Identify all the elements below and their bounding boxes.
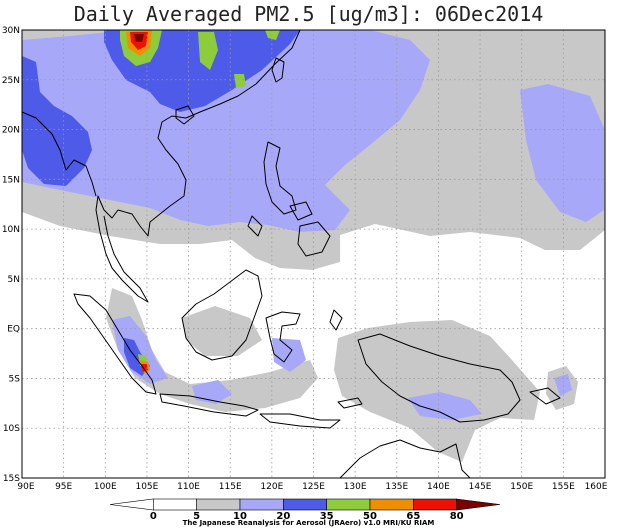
pm25-band-5-10 — [334, 320, 540, 462]
longitude-label: 140E — [427, 482, 450, 492]
pm25-band-10-20 — [554, 374, 572, 396]
longitude-label: 130E — [344, 482, 367, 492]
colorbar-tick-label: 50 — [363, 511, 377, 522]
colorbar-swatch — [283, 498, 327, 511]
longitude-label: 100E — [94, 482, 117, 492]
colorbar-swatch — [413, 498, 457, 511]
data-source-credit: The Japanese Reanalysis for Aerosol (JRA… — [182, 519, 435, 527]
latitude-label: 5N — [8, 275, 20, 285]
longitude-label: 145E — [469, 482, 492, 492]
map-title: Daily Averaged PM2.5 [ug/m3]: 06Dec2014 — [73, 2, 544, 26]
colorbar-swatch — [326, 498, 371, 511]
latitude-label: 10S — [3, 424, 20, 434]
coastline-new-guinea — [357, 333, 521, 423]
longitude-label: 110E — [177, 482, 200, 492]
coastline-new-britain — [529, 387, 561, 405]
colorbar-tick-label: 35 — [320, 511, 334, 522]
longitude-label: 95E — [55, 482, 72, 492]
coastline-borneo — [181, 269, 263, 361]
longitude-label: 155E — [552, 482, 575, 492]
coastline-luzon — [263, 141, 297, 215]
pm25-band-10-20 — [112, 316, 168, 384]
colorbar-swatch — [369, 498, 414, 511]
colorbar-swatch — [239, 498, 284, 511]
coastline-halmahera — [329, 309, 343, 331]
colorbar-swatch — [456, 498, 501, 511]
coastline-lesser-sunda — [259, 413, 341, 429]
longitude-label: 90E — [17, 482, 34, 492]
pm25-band-35-50 — [234, 74, 246, 88]
pm25-band-10-20 — [22, 30, 430, 232]
longitude-label: 120E — [260, 482, 283, 492]
coastline-australia-north — [339, 439, 471, 478]
pm25-band-5-10 — [182, 306, 262, 356]
pm25-band-35-50 — [265, 30, 280, 40]
longitude-label: 150E — [510, 482, 533, 492]
pm25-band-35-50 — [198, 32, 218, 70]
longitude-label: 125E — [302, 482, 325, 492]
colorbar-legend: 0 5 10 20 35 50 65 80 — [109, 498, 501, 522]
latitude-label: 20N — [2, 126, 20, 136]
longitude-labels: 90E 95E 100E 105E 110E 115E 120E 125E 130E 135E 14… — [17, 482, 607, 492]
colorbar-tick-label: 20 — [276, 511, 290, 522]
colorbar-swatch — [153, 498, 197, 511]
longitude-label: 115E — [219, 482, 242, 492]
coastline-hainan — [175, 105, 195, 125]
pm25-band-65-80 — [141, 364, 148, 372]
colorbar-tick-label: 5 — [193, 511, 200, 522]
colorbar-tick-label: 65 — [406, 511, 420, 522]
coastline-java — [159, 393, 259, 417]
coastline-mindanao — [297, 221, 331, 257]
coastline-taiwan — [271, 57, 285, 83]
latitude-label: 5S — [9, 374, 21, 384]
latitude-label: 15S — [3, 474, 20, 484]
colorbar-tick-label: 0 — [150, 511, 157, 522]
coastline-palawan — [247, 215, 263, 237]
longitude-label: 160E — [585, 482, 608, 492]
colorbar-tick-label: 80 — [450, 511, 464, 522]
coastline-visayas — [289, 201, 313, 221]
latitude-label: 30N — [2, 26, 20, 36]
colorbar-swatch — [109, 498, 154, 511]
coastline-sumatra — [73, 293, 157, 395]
map-frame — [21, 29, 606, 479]
colorbar-swatch — [196, 498, 241, 511]
latitude-label: 25N — [2, 76, 20, 86]
latitude-label: 10N — [2, 225, 20, 235]
coastline-bay-of-bengal — [22, 111, 97, 197]
longitude-label: 105E — [135, 482, 158, 492]
coastline-timor — [337, 397, 363, 409]
pm25-band-above-80 — [134, 34, 144, 42]
colorbar-tick-label: 10 — [233, 511, 247, 522]
latitude-label: EQ — [7, 325, 20, 335]
pm25-band-10-20 — [520, 84, 604, 222]
latitude-labels: 30N 25N 20N 15N 10N 5N EQ 5S 10S 15S — [2, 26, 20, 484]
latitude-label: 15N — [2, 175, 20, 185]
pm25-band-10-20 — [408, 392, 482, 420]
pm25-concentration-layer — [22, 30, 605, 462]
coastlines — [22, 30, 561, 478]
longitude-label: 135E — [385, 482, 408, 492]
coastline-sulawesi — [265, 311, 301, 363]
pm25-band-20-35 — [22, 56, 92, 186]
coastline-mainland-asia — [95, 30, 301, 303]
